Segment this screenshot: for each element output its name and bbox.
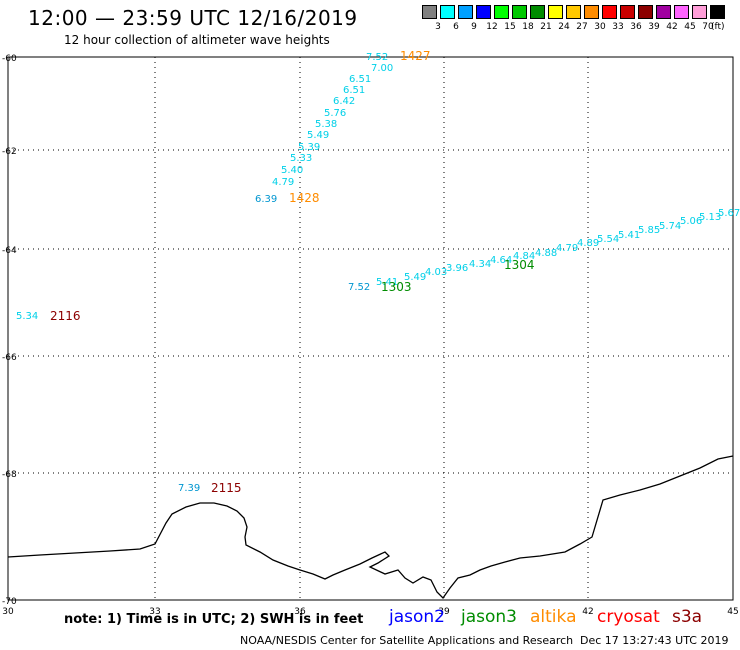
wave-height-value: 4.64: [490, 255, 512, 266]
legend-swatch: [566, 5, 581, 19]
legend-swatch-label: 18: [522, 22, 534, 32]
wave-height-value: 5.39: [298, 142, 320, 153]
legend-swatch-label: 39: [648, 22, 660, 32]
satellite-label-jason3: jason3: [461, 607, 517, 627]
legend-swatch: [440, 5, 455, 19]
wave-height-value: 5.13: [699, 212, 721, 223]
legend-swatch: [530, 5, 545, 19]
lon-tick-label: 30: [2, 607, 14, 617]
legend-swatch: [584, 5, 599, 19]
legend-swatch: [512, 5, 527, 19]
pass-time-label: 1427: [400, 49, 431, 63]
legend-swatch: [602, 5, 617, 19]
pass-time-label: 1303: [381, 280, 412, 294]
wave-height-value: 4.34: [469, 259, 491, 270]
wave-height-value: 4.84: [513, 251, 535, 262]
wave-height-value: 4.89: [577, 238, 599, 249]
map-title: 12:00 — 23:59 UTC 12/16/2019: [28, 6, 358, 30]
legend-swatch-label: 45: [684, 22, 696, 32]
legend-swatch: [494, 5, 509, 19]
lon-tick-label: 45: [727, 607, 738, 617]
legend-swatch: [620, 5, 635, 19]
wave-height-value: 7.52: [348, 282, 370, 293]
wave-height-value: 6.51: [349, 74, 371, 85]
wave-height-value: 4.03: [425, 267, 447, 278]
wave-height-value: 5.40: [281, 165, 303, 176]
lat-tick-label: -64: [2, 246, 17, 256]
wave-height-value: 5.49: [404, 272, 426, 283]
pass-time-label: 2116: [50, 309, 81, 323]
lat-tick-label: -68: [2, 470, 17, 480]
lat-tick-label: -62: [2, 147, 17, 157]
legend-swatch-label: 42: [666, 22, 678, 32]
wave-height-value: 5.33: [290, 153, 312, 164]
legend-swatch-label: 6: [453, 22, 459, 32]
plot-frame: [7, 56, 734, 601]
legend-swatch: [710, 5, 725, 19]
legend-swatch-label: 3: [435, 22, 441, 32]
footer-note: note: 1) Time is in UTC; 2) SWH is in fe…: [64, 612, 364, 627]
lon-tick-label: 36: [294, 607, 306, 617]
credit-text: NOAA/NESDIS Center for Satellite Applica…: [240, 634, 574, 647]
lon-tick-label: 33: [149, 607, 160, 617]
legend-unit: (ft): [711, 22, 725, 32]
legend-swatch-label: 33: [612, 22, 624, 32]
legend-swatch-label: 27: [576, 22, 588, 32]
legend-swatch-label: 12: [486, 22, 498, 32]
wave-height-value: 5.67: [718, 208, 740, 219]
wave-height-value: 5.49: [307, 130, 329, 141]
wave-height-value: 5.54: [597, 234, 619, 245]
wave-height-value: 5.34: [16, 311, 38, 322]
satellite-label-jason2: jason2: [389, 607, 445, 627]
pass-time-label: 1428: [289, 191, 320, 205]
legend-swatch-label: 15: [504, 22, 516, 32]
wave-height-value: 5.38: [315, 119, 337, 130]
legend-swatch-label: 30: [594, 22, 606, 32]
pass-time-label: 2115: [211, 481, 242, 495]
wave-height-value: 7.00: [371, 63, 393, 74]
lon-tick-label: 42: [582, 607, 593, 617]
wave-height-value: 4.79: [556, 243, 578, 254]
map-subtitle: 12 hour collection of altimeter wave hei…: [64, 33, 330, 47]
wave-height-value: 5.41: [376, 277, 398, 288]
wave-height-value: 7.39: [178, 483, 200, 494]
wave-height-value: 5.41: [618, 230, 640, 241]
wave-height-value: 3.96: [446, 263, 468, 274]
satellite-label-altika: altika: [530, 607, 577, 627]
wave-height-value: 4.88: [535, 248, 557, 259]
lat-tick-label: -66: [2, 353, 17, 363]
wave-height-value: 6.39: [255, 194, 277, 205]
legend-swatch-label: 36: [630, 22, 642, 32]
wave-height-value: 6.51: [343, 85, 365, 96]
wave-height-value: 5.85: [638, 225, 660, 236]
wave-height-value: 5.76: [324, 108, 346, 119]
legend-swatch: [656, 5, 671, 19]
wave-height-value: 6.42: [333, 96, 355, 107]
generation-timestamp: Dec 17 13:27:43 UTC 2019: [580, 634, 729, 647]
legend-swatch-label: 9: [471, 22, 477, 32]
lon-tick-label: 39: [438, 607, 450, 617]
coastline: [7, 455, 734, 600]
legend-swatch: [548, 5, 563, 19]
legend-swatch: [422, 5, 437, 19]
wave-height-value: 5.06: [680, 216, 702, 227]
legend-swatch: [692, 5, 707, 19]
wave-height-value: 7.52: [366, 52, 388, 63]
satellite-label-s3a: s3a: [672, 607, 703, 627]
legend-swatch: [476, 5, 491, 19]
wave-height-value: 5.74: [659, 221, 681, 232]
lat-tick-label: -60: [2, 54, 17, 64]
legend-swatch: [674, 5, 689, 19]
legend-swatch: [638, 5, 653, 19]
satellite-label-cryosat: cryosat: [597, 607, 660, 627]
lat-tick-label: -70: [2, 597, 17, 607]
legend-swatch-label: 24: [558, 22, 570, 32]
pass-time-label: 1304: [504, 258, 535, 272]
wave-height-value: 4.79: [272, 177, 294, 188]
legend-swatch-label: 21: [540, 22, 552, 32]
legend-swatch: [458, 5, 473, 19]
legend-swatch-label: 70: [702, 22, 714, 32]
